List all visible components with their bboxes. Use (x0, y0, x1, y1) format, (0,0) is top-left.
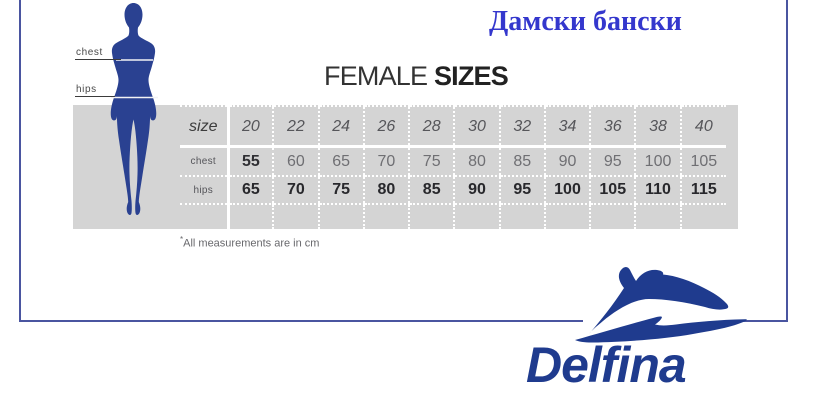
chest-cell: 105 (679, 146, 726, 177)
hips-cell: 80 (362, 176, 410, 205)
chest-cell: 80 (453, 146, 500, 177)
frame-line-bottom-right (743, 320, 788, 322)
chest-cell: 75 (408, 146, 455, 177)
table-row-spacer (180, 204, 726, 229)
page-title-cyrillic: Дамски бански (489, 6, 682, 37)
frame-line-left (19, 0, 21, 322)
size-cell: 22 (272, 105, 319, 148)
hips-cell: 95 (498, 176, 545, 205)
section-title-bold: SIZES (433, 61, 509, 91)
brand-wordmark: Delfina (526, 337, 687, 393)
hips-cell: 65 (226, 176, 274, 205)
measurements-note: *All measurements are in cm (180, 235, 319, 250)
note-text: All measurements are in cm (183, 237, 320, 250)
size-cell: 28 (408, 105, 455, 148)
note-asterisk: * (180, 235, 184, 244)
table-row-chest: chest 55 60 65 70 75 80 85 90 95 100 105 (180, 146, 726, 177)
chest-cell: 100 (634, 146, 681, 177)
female-silhouette-icon (110, 3, 158, 215)
row-header-hips: hips (180, 176, 230, 205)
hips-cell: 115 (679, 176, 726, 205)
hips-cell: 105 (589, 176, 636, 205)
size-cell: 32 (498, 105, 545, 148)
chest-cell: 65 (317, 146, 364, 177)
hips-cell: 75 (317, 176, 364, 205)
size-table: size 20 22 24 26 28 30 32 34 36 38 40 ch… (180, 105, 726, 229)
size-cell: 34 (543, 105, 591, 148)
dolphin-icon (575, 267, 747, 343)
chest-cell: 95 (589, 146, 636, 177)
chest-cell: 90 (543, 146, 591, 177)
hips-cell: 100 (543, 176, 591, 205)
hips-cell: 70 (272, 176, 319, 205)
row-header-chest: chest (180, 146, 230, 177)
chest-cell: 55 (226, 146, 274, 177)
row-header-size: size (180, 105, 230, 148)
size-cell: 36 (589, 105, 636, 148)
hips-pointer-line (75, 96, 115, 97)
size-table-panel: size 20 22 24 26 28 30 32 34 36 38 40 ch… (73, 105, 738, 229)
frame-line-bottom-left (19, 320, 583, 322)
hips-cell: 90 (453, 176, 500, 205)
table-row-hips: hips 65 70 75 80 85 90 95 100 105 110 11… (180, 176, 726, 205)
size-cell: 30 (453, 105, 500, 148)
section-title-normal: FEMALE (324, 61, 428, 91)
size-cell: 40 (679, 105, 726, 148)
figure-chest-label: chest (76, 47, 103, 58)
size-cell: 38 (634, 105, 681, 148)
chest-cell: 60 (272, 146, 319, 177)
section-title: FEMALE SIZES (324, 61, 509, 92)
figure-hips-label: hips (76, 84, 97, 95)
size-cell: 24 (317, 105, 364, 148)
table-row-size: size 20 22 24 26 28 30 32 34 36 38 40 (180, 105, 726, 148)
size-cell: 26 (362, 105, 410, 148)
chest-cell: 85 (498, 146, 545, 177)
frame-line-right (786, 0, 788, 322)
size-cell: 20 (226, 105, 274, 148)
chest-cell: 70 (362, 146, 410, 177)
hips-cell: 85 (408, 176, 455, 205)
chest-pointer-line (75, 59, 121, 60)
hips-cell: 110 (634, 176, 681, 205)
